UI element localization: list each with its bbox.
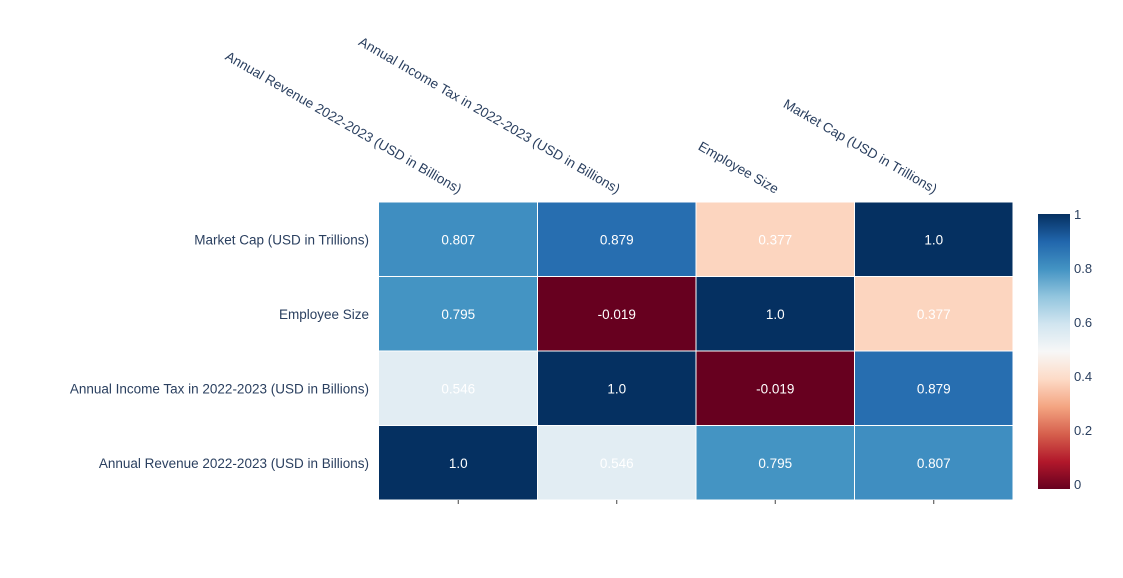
heatmap-cell-value: 0.795 (441, 307, 475, 322)
heatmap-cell (855, 351, 1013, 425)
y-axis-tick-label: Annual Revenue 2022-2023 (USD in Billion… (99, 456, 369, 471)
heatmap-cell (538, 202, 696, 276)
colorbar: 0 0.2 0.4 0.6 0.8 1 (1038, 207, 1092, 492)
colorbar-tick-label: 0.2 (1074, 423, 1092, 438)
heatmap-cell (379, 202, 537, 276)
heatmap-cell (379, 351, 537, 425)
heatmap-cell (855, 277, 1013, 351)
heatmap-cell-value: -0.019 (756, 381, 794, 396)
colorbar-tick-label: 0.8 (1074, 261, 1092, 276)
heatmap-cell-value: 0.546 (600, 456, 634, 471)
heatmap-cell (696, 426, 854, 500)
y-axis-tick-label: Annual Income Tax in 2022-2023 (USD in B… (70, 381, 369, 396)
heatmap-cell-value: 0.377 (758, 232, 792, 247)
heatmap-cell-value: 0.377 (917, 307, 951, 322)
heatmap-cell (538, 277, 696, 351)
y-axis-tick-labels: Annual Revenue 2022-2023 (USD in Billion… (70, 232, 369, 471)
heatmap-cell (696, 202, 854, 276)
heatmap-cell (696, 277, 854, 351)
heatmap-cell-value: 0.807 (441, 232, 475, 247)
heatmap-cell-value: 1.0 (607, 381, 626, 396)
heatmap-cell (379, 426, 537, 500)
heatmap-cells (379, 202, 1013, 504)
heatmap-cell (855, 426, 1013, 500)
heatmap-cell (379, 277, 537, 351)
heatmap-cell (538, 426, 696, 500)
x-axis-tick-labels: Annual Revenue 2022-2023 (USD in Billion… (223, 34, 940, 197)
heatmap-cell-value: 0.879 (600, 232, 634, 247)
y-axis-tick-label: Market Cap (USD in Trillions) (194, 232, 369, 247)
heatmap-cell-value: 0.795 (758, 456, 792, 471)
colorbar-tick-label: 0.4 (1074, 369, 1092, 384)
heatmap-cell-value: 1.0 (924, 232, 943, 247)
colorbar-tick-label: 0.6 (1074, 315, 1092, 330)
heatmap-cell-labels: 1.0 0.546 0.795 0.807 0.546 1.0 -0.019 0.879 0.7… (441, 232, 950, 471)
x-axis-tick-label: Employee Size (696, 139, 781, 197)
x-axis-tick-label: Annual Income Tax in 2022-2023 (USD in B… (356, 34, 623, 197)
heatmap-cell-value: 1.0 (449, 456, 468, 471)
heatmap-cell-value: 0.879 (917, 381, 951, 396)
colorbar-tick-label: 0 (1074, 477, 1081, 492)
colorbar-gradient (1038, 214, 1070, 489)
heatmap-cell (696, 351, 854, 425)
heatmap-cell-value: 0.546 (441, 381, 475, 396)
heatmap-cell-value: 1.0 (766, 307, 785, 322)
x-axis-tick-label: Market Cap (USD in Trillions) (781, 96, 940, 196)
heatmap-cell (538, 351, 696, 425)
heatmap-cell-value: -0.019 (598, 307, 636, 322)
y-axis-tick-label: Employee Size (279, 307, 369, 322)
heatmap-cell-value: 0.807 (917, 456, 951, 471)
colorbar-tick-label: 1 (1074, 207, 1081, 222)
heatmap-cell (855, 202, 1013, 276)
